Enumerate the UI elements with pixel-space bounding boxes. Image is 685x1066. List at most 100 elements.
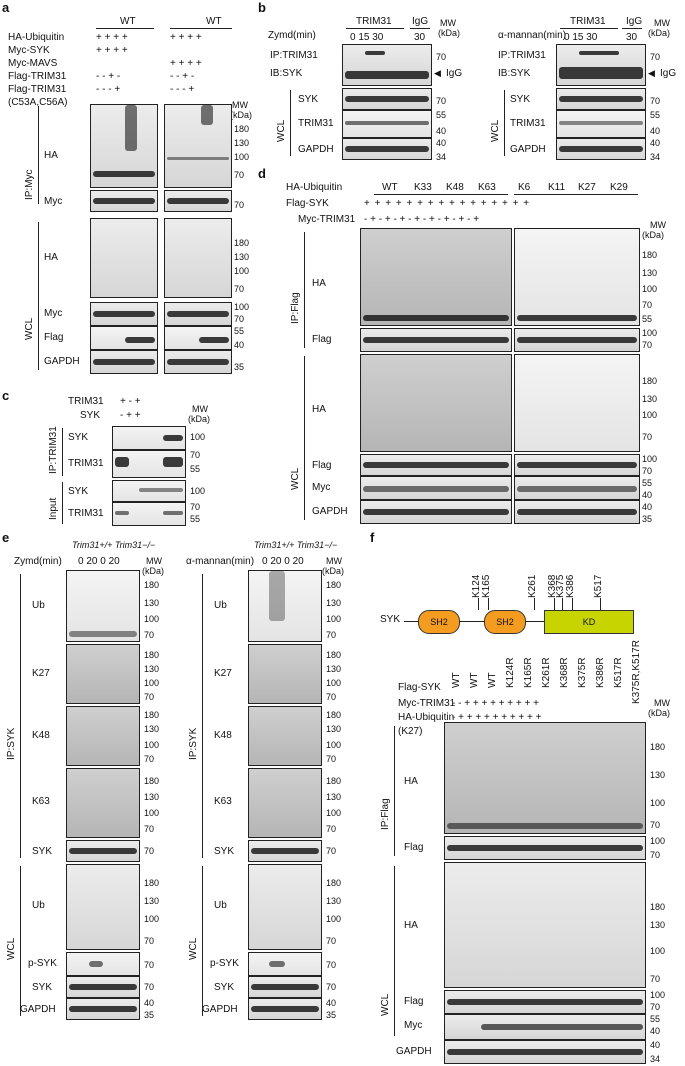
- mw-tick: 70: [234, 170, 245, 180]
- mw-tick: 130: [144, 598, 160, 608]
- blot-syk-wcl: [66, 976, 140, 998]
- blot-myc-wcl: [444, 1014, 646, 1040]
- mw-tick: 100: [234, 302, 250, 312]
- mw-tick: 100: [326, 614, 342, 624]
- row-label: TRIM31: [68, 396, 104, 407]
- mw-tick: 130: [144, 896, 160, 906]
- mw-tick: 180: [650, 902, 666, 912]
- row-values: - + - + - + - + - + - + - + - +: [364, 214, 480, 225]
- row-values: - + +: [120, 410, 141, 421]
- group-label: WCL: [188, 937, 199, 960]
- mw-label: MW: [192, 404, 208, 414]
- blot-trim31-wcl: [342, 110, 432, 138]
- blot-label: Flag: [312, 460, 332, 471]
- mw-tick: 35: [144, 1010, 155, 1020]
- mw-tick: 55: [234, 326, 245, 336]
- blot-gapdh-wcl: [164, 350, 232, 374]
- blot-gapdh-wcl: [514, 500, 640, 524]
- mw-tick: 70: [144, 936, 155, 946]
- blot-label: HA: [404, 920, 418, 931]
- blot-ub-ip: [66, 570, 140, 642]
- mutant-label: K375R: [577, 657, 588, 688]
- mw-label: MW: [146, 556, 162, 566]
- row-label: SYK: [80, 410, 101, 421]
- mw-tick: 70: [234, 200, 245, 210]
- blot-syk-wcl: [248, 976, 322, 998]
- row-label: (K27): [398, 726, 423, 737]
- blot-label: Flag: [44, 332, 64, 343]
- mw-tick: 130: [234, 138, 250, 148]
- condition-label: α-mannan(min): [186, 556, 255, 567]
- row-label: Myc-MAVS: [8, 58, 58, 69]
- blot-ha-wcl: [444, 862, 646, 988]
- mw-tick: 70: [326, 982, 337, 992]
- mw-tick: 40: [326, 998, 337, 1008]
- blot-k27-ip: [66, 644, 140, 704]
- kda-label: (kDa): [438, 28, 460, 38]
- blot-label: SYK: [214, 846, 235, 857]
- blot-label: K48: [214, 730, 232, 741]
- row-values: + + + +: [170, 58, 202, 69]
- blot-label: K27: [32, 668, 50, 679]
- blot-trim31-input: [112, 502, 186, 526]
- blot-label: TRIM31: [68, 508, 104, 519]
- blot-syk-input: [112, 480, 186, 502]
- mw-tick: 180: [234, 238, 250, 248]
- mw-tick: 70: [144, 630, 155, 640]
- mw-tick: 180: [144, 580, 160, 590]
- row-label: Myc-SYK: [8, 45, 50, 56]
- group-label: IP:Myc: [24, 169, 35, 200]
- blot-ha-wcl: [514, 354, 640, 452]
- mutant-label: WT: [469, 672, 480, 688]
- group-label: IP:Flag: [290, 292, 301, 324]
- row-values: + + + +: [170, 32, 202, 43]
- mw-tick: 34: [436, 152, 447, 162]
- blot-ha-ip: [360, 228, 512, 326]
- mw-tick: 70: [436, 96, 447, 106]
- row-label: Flag-TRIM31: [8, 84, 67, 95]
- igg-label: IgG: [412, 16, 429, 27]
- mw-tick: 70: [326, 630, 337, 640]
- time-values: 0 15 30: [350, 32, 384, 43]
- blot-label: SYK: [32, 846, 53, 857]
- site-label: K517: [593, 574, 604, 598]
- blot-ha-ip: [164, 104, 232, 188]
- mw-tick: 130: [326, 664, 342, 674]
- blot-myc-wcl: [90, 302, 158, 326]
- blot-label: GAPDH: [510, 144, 546, 155]
- mw-tick: 100: [144, 740, 160, 750]
- mw-tick: 180: [144, 650, 160, 660]
- mw-tick: 180: [326, 580, 342, 590]
- blot-label: HA: [404, 776, 418, 787]
- mw-tick: 100: [650, 798, 666, 808]
- blot-gapdh-wcl: [342, 138, 432, 160]
- ib-label: IB:SYK: [498, 68, 531, 79]
- mw-tick: 70: [144, 846, 155, 856]
- blot-label: Flag: [404, 842, 424, 853]
- blot-label: Myc: [312, 482, 331, 493]
- mw-tick: 100: [144, 808, 160, 818]
- mw-tick: 40: [642, 490, 653, 500]
- mw-tick: 55: [650, 1014, 661, 1024]
- kinase-domain: KD: [544, 610, 634, 634]
- blot-ha-ip: [514, 228, 640, 326]
- blot-label: HA: [44, 150, 58, 161]
- mw-tick: 40: [144, 998, 155, 1008]
- blot-myc-wcl: [360, 476, 512, 500]
- mw-tick: 70: [326, 960, 337, 970]
- mw-tick: 100: [642, 410, 658, 420]
- mw-tick: 55: [436, 110, 447, 120]
- mw-tick: 70: [642, 466, 653, 476]
- blot-ip-syk: [342, 44, 432, 86]
- blot-psyk-wcl: [66, 952, 140, 976]
- blot-label: K27: [214, 668, 232, 679]
- mw-tick: 100: [326, 740, 342, 750]
- row-values: - - + + + + + + + + +: [452, 698, 540, 709]
- mw-tick: 55: [190, 464, 201, 474]
- mw-tick: 180: [326, 650, 342, 660]
- site-label: K386: [565, 574, 576, 598]
- blot-label: GAPDH: [312, 506, 348, 517]
- igg-arrow-label: IgG: [446, 68, 463, 79]
- site-label: K261: [527, 574, 538, 598]
- mw-tick: 180: [144, 710, 160, 720]
